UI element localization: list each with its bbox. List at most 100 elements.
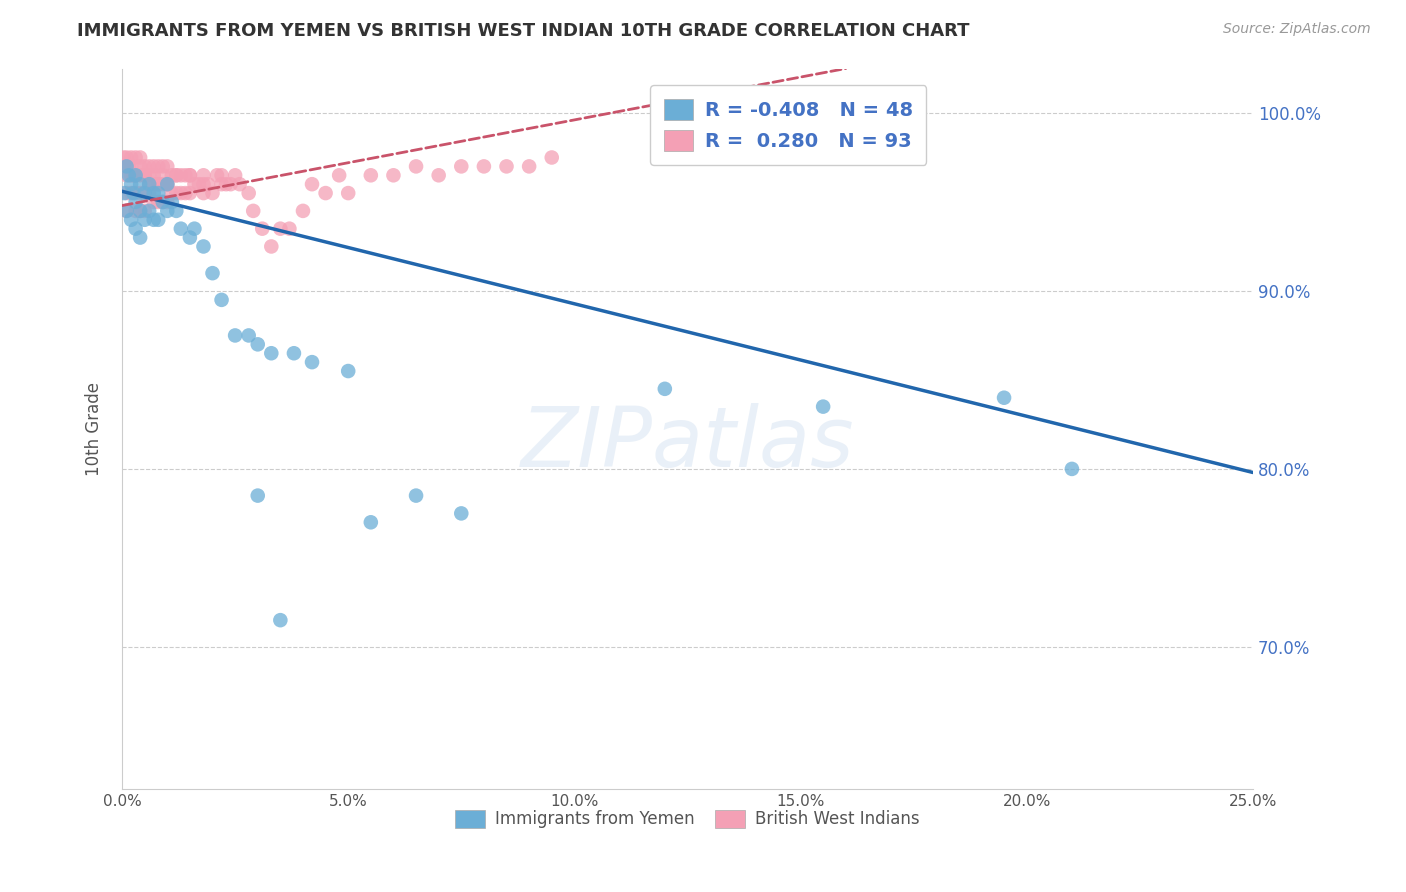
Point [134,203,156,218]
Point [118,160,141,174]
Point [337,186,360,200]
Point [129,203,152,218]
Point [124,221,146,235]
Point [187,177,209,191]
Point [148,177,170,191]
Point [472,160,495,174]
Point [138,186,160,200]
Point [112,160,135,174]
Point [115,151,138,165]
Point [224,169,246,183]
Point [120,160,142,174]
Point [405,489,427,503]
Point [115,169,138,183]
Point [138,177,160,191]
Point [165,169,187,183]
Point [120,212,142,227]
Point [405,160,427,174]
Point [134,186,156,200]
Point [193,177,215,191]
Point [142,169,165,183]
Point [540,151,562,165]
Point [134,169,156,183]
Point [120,169,142,183]
Point [148,160,170,174]
Point [246,489,269,503]
Point [170,221,193,235]
Point [193,169,215,183]
Point [382,169,405,183]
Text: Source: ZipAtlas.com: Source: ZipAtlas.com [1223,22,1371,37]
Point [495,160,517,174]
Point [134,169,156,183]
Point [152,169,174,183]
Point [427,169,450,183]
Point [360,169,382,183]
Point [115,203,138,218]
Point [138,203,160,218]
Point [152,160,174,174]
Point [152,194,174,209]
Point [193,239,215,253]
Point [129,177,152,191]
Point [115,186,138,200]
Point [112,151,135,165]
Point [291,203,314,218]
Point [260,239,283,253]
Point [138,169,160,183]
Point [252,221,274,235]
Point [160,186,183,200]
Point [142,194,165,209]
Point [174,186,197,200]
Point [165,203,187,218]
Point [215,177,238,191]
Point [120,177,142,191]
Point [152,177,174,191]
Point [156,177,179,191]
Point [1060,462,1083,476]
Point [156,177,179,191]
Point [138,160,160,174]
Point [124,151,146,165]
Point [654,382,676,396]
Point [112,186,135,200]
Point [142,186,165,200]
Point [170,186,193,200]
Y-axis label: 10th Grade: 10th Grade [86,382,103,475]
Point [328,169,350,183]
Point [269,221,291,235]
Point [174,169,197,183]
Point [450,507,472,521]
Point [148,194,170,209]
Point [993,391,1015,405]
Point [160,169,183,183]
Point [238,328,260,343]
Point [170,169,193,183]
Point [138,177,160,191]
Point [124,194,146,209]
Point [517,160,540,174]
Point [211,293,233,307]
Point [278,221,301,235]
Point [211,177,233,191]
Point [201,266,224,280]
Point [129,151,152,165]
Point [120,151,142,165]
Point [129,230,152,244]
Point [134,212,156,227]
Point [129,186,152,200]
Point [242,203,264,218]
Point [148,177,170,191]
Point [228,177,250,191]
Point [179,169,201,183]
Point [142,212,165,227]
Point [142,177,165,191]
Point [124,203,146,218]
Point [360,516,382,530]
Point [283,346,305,360]
Point [148,212,170,227]
Point [201,186,224,200]
Point [165,169,187,183]
Point [156,203,179,218]
Point [269,613,291,627]
